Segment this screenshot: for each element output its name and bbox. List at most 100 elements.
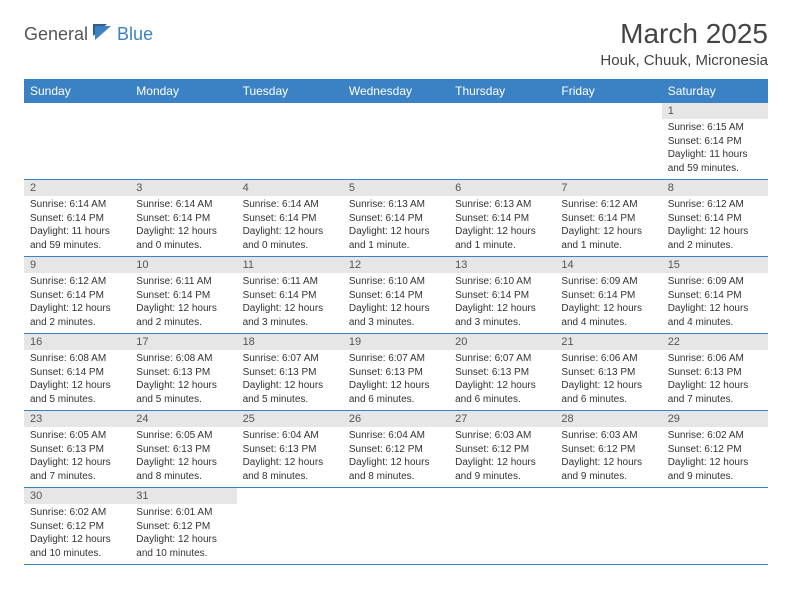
calendar-day-cell [449, 488, 555, 565]
day-number: 10 [130, 257, 236, 273]
day-details: Sunrise: 6:07 AMSunset: 6:13 PMDaylight:… [343, 350, 449, 410]
day-number [555, 488, 661, 504]
day-details: Sunrise: 6:01 AMSunset: 6:12 PMDaylight:… [130, 504, 236, 564]
sunrise-line: Sunrise: 6:13 AM [349, 198, 443, 212]
day-number [24, 103, 130, 119]
sunrise-line: Sunrise: 6:02 AM [668, 429, 762, 443]
page-title: March 2025 [600, 18, 768, 50]
day-number: 14 [555, 257, 661, 273]
day-details: Sunrise: 6:09 AMSunset: 6:14 PMDaylight:… [555, 273, 661, 333]
day-number: 12 [343, 257, 449, 273]
day-number [237, 488, 343, 504]
sunrise-line: Sunrise: 6:07 AM [349, 352, 443, 366]
day-number: 31 [130, 488, 236, 504]
sunrise-line: Sunrise: 6:10 AM [455, 275, 549, 289]
day-number: 24 [130, 411, 236, 427]
day-details: Sunrise: 6:10 AMSunset: 6:14 PMDaylight:… [449, 273, 555, 333]
day-number: 8 [662, 180, 768, 196]
calendar-day-cell: 10Sunrise: 6:11 AMSunset: 6:14 PMDayligh… [130, 257, 236, 334]
day-number: 6 [449, 180, 555, 196]
day-details: Sunrise: 6:13 AMSunset: 6:14 PMDaylight:… [449, 196, 555, 256]
calendar-day-cell: 24Sunrise: 6:05 AMSunset: 6:13 PMDayligh… [130, 411, 236, 488]
calendar-day-cell: 13Sunrise: 6:10 AMSunset: 6:14 PMDayligh… [449, 257, 555, 334]
logo-text-general: General [24, 24, 88, 45]
calendar-day-cell: 8Sunrise: 6:12 AMSunset: 6:14 PMDaylight… [662, 180, 768, 257]
sunset-line: Sunset: 6:12 PM [136, 520, 230, 534]
daylight-line: Daylight: 12 hours and 1 minute. [349, 225, 443, 252]
title-block: March 2025 Houk, Chuuk, Micronesia [600, 18, 768, 69]
daylight-line: Daylight: 12 hours and 5 minutes. [243, 379, 337, 406]
day-number: 7 [555, 180, 661, 196]
calendar-day-cell: 12Sunrise: 6:10 AMSunset: 6:14 PMDayligh… [343, 257, 449, 334]
day-number [449, 103, 555, 119]
sunset-line: Sunset: 6:14 PM [668, 212, 762, 226]
day-number: 18 [237, 334, 343, 350]
day-details: Sunrise: 6:04 AMSunset: 6:13 PMDaylight:… [237, 427, 343, 487]
sunrise-line: Sunrise: 6:11 AM [136, 275, 230, 289]
sunset-line: Sunset: 6:13 PM [455, 366, 549, 380]
day-details: Sunrise: 6:05 AMSunset: 6:13 PMDaylight:… [130, 427, 236, 487]
day-details: Sunrise: 6:08 AMSunset: 6:13 PMDaylight:… [130, 350, 236, 410]
day-details: Sunrise: 6:02 AMSunset: 6:12 PMDaylight:… [24, 504, 130, 564]
daylight-line: Daylight: 12 hours and 5 minutes. [136, 379, 230, 406]
daylight-line: Daylight: 11 hours and 59 minutes. [668, 148, 762, 175]
day-details: Sunrise: 6:08 AMSunset: 6:14 PMDaylight:… [24, 350, 130, 410]
sunset-line: Sunset: 6:12 PM [349, 443, 443, 457]
sunset-line: Sunset: 6:14 PM [455, 212, 549, 226]
sunrise-line: Sunrise: 6:07 AM [243, 352, 337, 366]
calendar-day-cell: 17Sunrise: 6:08 AMSunset: 6:13 PMDayligh… [130, 334, 236, 411]
daylight-line: Daylight: 12 hours and 2 minutes. [668, 225, 762, 252]
sunrise-line: Sunrise: 6:04 AM [243, 429, 337, 443]
day-details: Sunrise: 6:14 AMSunset: 6:14 PMDaylight:… [237, 196, 343, 256]
daylight-line: Daylight: 12 hours and 4 minutes. [561, 302, 655, 329]
day-number: 3 [130, 180, 236, 196]
daylight-line: Daylight: 12 hours and 9 minutes. [455, 456, 549, 483]
sunrise-line: Sunrise: 6:06 AM [668, 352, 762, 366]
day-number: 20 [449, 334, 555, 350]
calendar-day-cell [24, 103, 130, 180]
day-number: 11 [237, 257, 343, 273]
sunset-line: Sunset: 6:14 PM [136, 289, 230, 303]
daylight-line: Daylight: 12 hours and 3 minutes. [455, 302, 549, 329]
sunset-line: Sunset: 6:14 PM [668, 135, 762, 149]
calendar-day-cell [555, 488, 661, 565]
day-details: Sunrise: 6:03 AMSunset: 6:12 PMDaylight:… [449, 427, 555, 487]
calendar-week-row: 1Sunrise: 6:15 AMSunset: 6:14 PMDaylight… [24, 103, 768, 180]
sunrise-line: Sunrise: 6:12 AM [668, 198, 762, 212]
calendar-day-cell: 25Sunrise: 6:04 AMSunset: 6:13 PMDayligh… [237, 411, 343, 488]
day-number: 27 [449, 411, 555, 427]
calendar-day-cell: 19Sunrise: 6:07 AMSunset: 6:13 PMDayligh… [343, 334, 449, 411]
weekday-header: Thursday [449, 79, 555, 103]
sunrise-line: Sunrise: 6:03 AM [455, 429, 549, 443]
day-details: Sunrise: 6:13 AMSunset: 6:14 PMDaylight:… [343, 196, 449, 256]
calendar-day-cell [237, 103, 343, 180]
sunset-line: Sunset: 6:14 PM [30, 212, 124, 226]
calendar-day-cell: 22Sunrise: 6:06 AMSunset: 6:13 PMDayligh… [662, 334, 768, 411]
daylight-line: Daylight: 12 hours and 3 minutes. [349, 302, 443, 329]
sunset-line: Sunset: 6:13 PM [243, 366, 337, 380]
day-details: Sunrise: 6:12 AMSunset: 6:14 PMDaylight:… [662, 196, 768, 256]
calendar-day-cell [449, 103, 555, 180]
day-number: 25 [237, 411, 343, 427]
daylight-line: Daylight: 12 hours and 4 minutes. [668, 302, 762, 329]
daylight-line: Daylight: 12 hours and 5 minutes. [30, 379, 124, 406]
sunset-line: Sunset: 6:14 PM [349, 289, 443, 303]
sunrise-line: Sunrise: 6:12 AM [561, 198, 655, 212]
daylight-line: Daylight: 12 hours and 6 minutes. [455, 379, 549, 406]
daylight-line: Daylight: 12 hours and 10 minutes. [136, 533, 230, 560]
sunrise-line: Sunrise: 6:05 AM [30, 429, 124, 443]
calendar-day-cell: 23Sunrise: 6:05 AMSunset: 6:13 PMDayligh… [24, 411, 130, 488]
calendar-day-cell [237, 488, 343, 565]
day-number [343, 488, 449, 504]
sunset-line: Sunset: 6:13 PM [561, 366, 655, 380]
day-number: 26 [343, 411, 449, 427]
daylight-line: Daylight: 12 hours and 1 minute. [561, 225, 655, 252]
sunset-line: Sunset: 6:14 PM [561, 212, 655, 226]
calendar-day-cell: 9Sunrise: 6:12 AMSunset: 6:14 PMDaylight… [24, 257, 130, 334]
sunset-line: Sunset: 6:13 PM [243, 443, 337, 457]
day-details: Sunrise: 6:05 AMSunset: 6:13 PMDaylight:… [24, 427, 130, 487]
weekday-header: Monday [130, 79, 236, 103]
daylight-line: Daylight: 12 hours and 0 minutes. [136, 225, 230, 252]
day-number: 2 [24, 180, 130, 196]
calendar-day-cell: 20Sunrise: 6:07 AMSunset: 6:13 PMDayligh… [449, 334, 555, 411]
